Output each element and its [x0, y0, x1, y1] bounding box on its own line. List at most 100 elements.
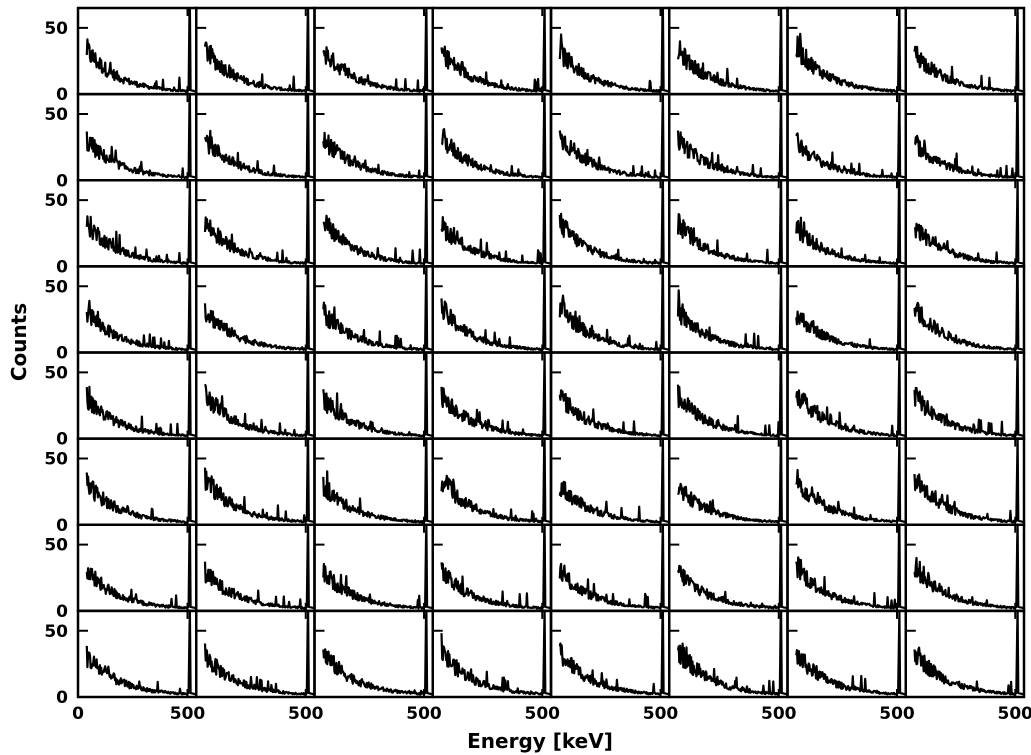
panel-frame	[668, 265, 789, 354]
spectrum-line	[795, 93, 907, 179]
panel-r2-c6	[668, 92, 789, 182]
panel-frame	[549, 92, 671, 182]
spectrum-line	[558, 437, 670, 524]
spectrum-line	[322, 6, 434, 93]
panel-r5-c5	[549, 351, 671, 440]
panel-frame	[431, 6, 553, 96]
panel-r3-c2	[195, 179, 316, 268]
y-tick-label: 0	[56, 688, 68, 708]
spectrum-line	[795, 6, 907, 93]
spectrum-line	[558, 179, 670, 265]
spectrum-line	[203, 179, 315, 265]
panel-r7-c1	[76, 523, 198, 613]
spectrum-line	[795, 609, 907, 696]
spectrum-line	[203, 609, 315, 696]
panel-r2-c1	[76, 92, 198, 182]
spectrum-line	[85, 609, 197, 696]
panel-r1-c6	[668, 6, 789, 96]
y-tick-label: 50	[44, 536, 68, 556]
y-tick-label: 50	[44, 105, 68, 125]
panel-r7-c8	[904, 523, 1026, 613]
panel-r7-c7	[786, 523, 907, 613]
panel-r8-c4	[431, 609, 553, 699]
panel-r2-c2	[195, 92, 316, 182]
y-tick-label: 50	[44, 450, 68, 470]
spectrum-line	[85, 523, 197, 610]
spectrum-line	[440, 351, 552, 438]
panel-frame	[431, 609, 553, 699]
spectrum-line	[85, 6, 197, 93]
spectrum-line	[440, 93, 552, 179]
panel-frame	[313, 437, 434, 526]
panel-frame	[549, 6, 671, 96]
spectrum-line	[558, 523, 670, 610]
y-tick-label: 50	[44, 277, 68, 297]
x-tick-label: 0	[72, 704, 84, 724]
x-tick-label: 500	[997, 704, 1031, 724]
panel-r4-c6	[668, 265, 789, 354]
spectrum-line	[322, 93, 434, 179]
panel-frame	[313, 92, 434, 182]
panel-frame	[76, 92, 198, 182]
panel-frame	[668, 179, 789, 268]
panel-frame	[195, 6, 316, 96]
panel-frame	[668, 437, 789, 526]
panel-r6-c7	[786, 437, 907, 526]
x-tick-label: 500	[170, 704, 206, 724]
spectrum-line	[85, 179, 197, 266]
panel-frame	[313, 265, 434, 354]
spectrum-line	[85, 265, 197, 352]
panel-frame	[549, 179, 671, 268]
spectrum-line	[795, 179, 907, 265]
spectrum-line	[203, 523, 315, 610]
panel-frame	[786, 265, 907, 354]
x-tick-label: 500	[406, 704, 442, 724]
panel-frame	[431, 523, 553, 613]
panel-r3-c8	[904, 179, 1026, 268]
spectrum-line	[795, 351, 907, 438]
panel-r3-c3	[313, 179, 434, 268]
panel-r4-c4	[431, 265, 553, 354]
panel-r1-c2	[195, 6, 316, 96]
panel-r5-c3	[313, 351, 434, 440]
panel-r5-c7	[786, 351, 907, 440]
panel-r6-c1	[76, 437, 198, 526]
y-axis-label: Counts	[7, 303, 31, 381]
panel-r8-c8	[904, 609, 1026, 699]
x-axis-label: Energy [keV]	[467, 729, 613, 753]
panel-r7-c4	[431, 523, 553, 613]
panel-r6-c2	[195, 437, 316, 526]
spectrum-line	[440, 265, 552, 352]
spectrum-line	[558, 609, 670, 696]
panel-r8-c7	[786, 609, 907, 699]
panel-frame	[549, 609, 671, 699]
spectrum-line	[913, 6, 1025, 93]
y-tick-label: 50	[44, 622, 68, 642]
spectrum-line	[440, 523, 552, 610]
panel-frame	[549, 351, 671, 440]
panel-r8-c6	[668, 609, 789, 699]
panel-r4-c7	[786, 265, 907, 354]
panel-r8-c2	[195, 609, 316, 699]
spectrum-line	[440, 6, 552, 93]
spectrum-line	[322, 265, 434, 352]
spectrum-line	[676, 265, 788, 351]
panel-r2-c8	[904, 92, 1026, 182]
panel-frame	[549, 523, 671, 613]
panel-r1-c1	[76, 6, 198, 96]
spectrum-line	[913, 179, 1025, 265]
y-tick-label: 0	[56, 602, 68, 622]
panel-r4-c5	[549, 265, 671, 354]
panel-frame	[549, 437, 671, 526]
spectrum-line	[913, 609, 1025, 696]
x-tick-labels: 0 500 500 500 500 500 500 500 500	[72, 704, 1031, 724]
panel-r5-c6	[668, 351, 789, 440]
y-tick-label: 50	[44, 191, 68, 211]
panel-r4-c8	[904, 265, 1026, 354]
panel-r5-c1	[76, 351, 198, 440]
panel-frame	[195, 523, 316, 613]
panel-frame	[195, 92, 316, 182]
panel-r7-c2	[195, 523, 316, 613]
